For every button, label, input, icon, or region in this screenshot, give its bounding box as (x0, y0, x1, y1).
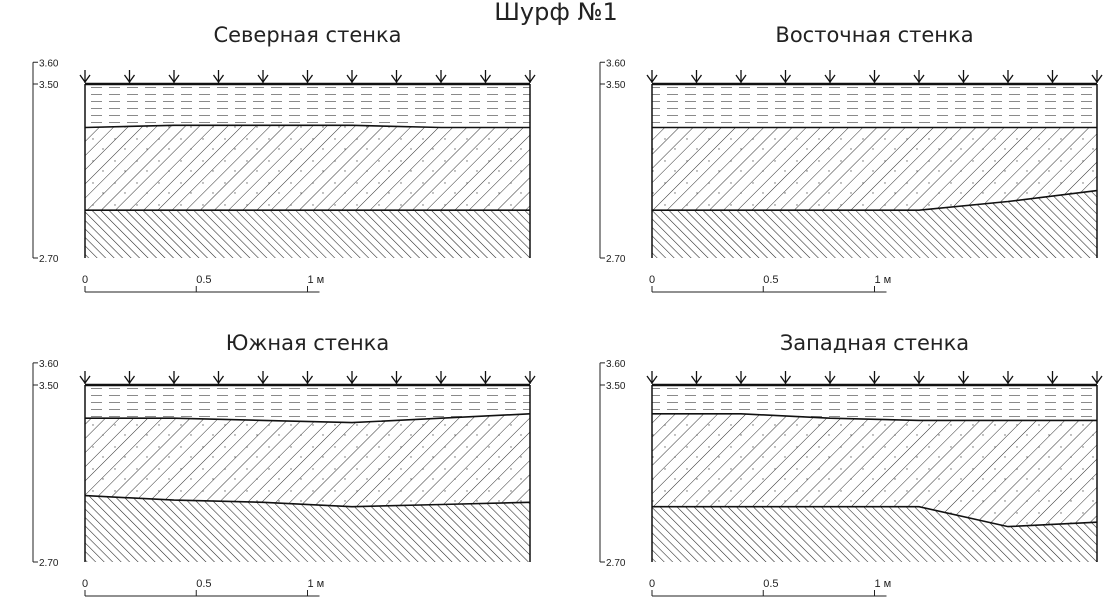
depth-label: 3.60 (39, 58, 59, 69)
surface-arrow-icon (346, 70, 358, 84)
surface-arrow-icon (646, 70, 658, 84)
layer-topsoil (85, 385, 530, 423)
boundary-line (85, 413, 531, 424)
depth-label: 2.70 (606, 254, 626, 265)
surface-arrow-icon (168, 371, 180, 385)
boundary-line (84, 494, 531, 508)
scale-label: 0 (82, 578, 88, 590)
surface-arrow-icon (1046, 70, 1059, 84)
layer-clay (85, 495, 530, 562)
layer-loam-dots (652, 127, 1097, 211)
surface-arrow-icon (957, 70, 970, 84)
wall-panel: Восточная стенка 3.60 3.50 2.70 0 0.5 1 м (599, 23, 1103, 293)
surface-arrow-icon (390, 371, 403, 385)
surface-arrow-icon (779, 70, 792, 84)
surface-arrow-icon (435, 70, 447, 84)
surface-arrow-icon (1046, 371, 1059, 385)
scale-label: 0.5 (763, 274, 778, 286)
surface-arrow-icon (1002, 70, 1014, 84)
surface-arrow-icon (957, 371, 970, 385)
surface-arrow-icon (123, 70, 136, 84)
scale-label: 1 м (308, 578, 325, 590)
depth-label: 2.70 (606, 558, 626, 569)
layer-loam-dots (85, 413, 530, 507)
layer-topsoil (652, 84, 1097, 128)
surface-arrow-icon (524, 70, 536, 84)
layer-clay (85, 210, 530, 258)
surface-arrow-icon (735, 371, 747, 385)
scale-label: 1 м (875, 274, 892, 286)
wall-panel: Южная стенка 3.60 3.50 2.70 0 0.5 1 м (32, 331, 536, 597)
depth-label: 2.70 (39, 254, 59, 265)
surface-arrow-icon (346, 371, 358, 385)
surface-arrow-icon (735, 70, 747, 84)
wall-title: Южная стенка (226, 331, 389, 355)
layer-topsoil (652, 385, 1097, 421)
scale-label: 0 (82, 274, 88, 286)
surface-arrow-icon (123, 371, 136, 385)
surface-arrow-icon (301, 70, 314, 84)
surface-arrow-icon (79, 70, 91, 84)
surface-arrow-icon (646, 371, 658, 385)
scale-label: 0.5 (196, 274, 211, 286)
scale-label: 1 м (308, 274, 325, 286)
surface-arrow-icon (257, 371, 269, 385)
layer-topsoil (85, 84, 530, 128)
wall-panel: Северная стенка 3.60 3.50 2.70 0 0.5 1 м (32, 23, 536, 293)
depth-label: 3.50 (39, 381, 59, 392)
layer-loam-dots (85, 125, 530, 211)
surface-arrow-icon (212, 70, 225, 84)
layer-loam-dots (652, 413, 1097, 527)
depth-label: 3.60 (606, 58, 626, 69)
surface-arrow-icon (79, 371, 91, 385)
surface-arrow-icon (479, 371, 492, 385)
surface-arrow-icon (524, 371, 536, 385)
surface-arrow-icon (479, 70, 492, 84)
surface-arrow-icon (824, 371, 836, 385)
boundary-line (652, 505, 1098, 528)
depth-label: 3.50 (606, 381, 626, 392)
surface-arrow-icon (690, 371, 703, 385)
surface-arrow-icon (1002, 371, 1014, 385)
boundary-line (652, 412, 1097, 422)
boundary-line (652, 189, 1098, 211)
surface-arrow-icon (913, 371, 925, 385)
surface-arrow-icon (435, 371, 447, 385)
wall-title: Восточная стенка (775, 23, 973, 47)
boundary-line (84, 124, 530, 129)
surface-arrow-icon (212, 371, 225, 385)
depth-label: 3.60 (39, 359, 59, 370)
depth-label: 3.50 (39, 80, 59, 91)
page-title: Шурф №1 (494, 0, 617, 26)
scale-label: 0 (649, 578, 655, 590)
scale-label: 0.5 (196, 578, 211, 590)
surface-arrow-icon (824, 70, 836, 84)
scale-label: 0 (649, 274, 655, 286)
surface-arrow-icon (301, 371, 314, 385)
surface-arrow-icon (779, 371, 792, 385)
surface-arrow-icon (868, 70, 881, 84)
scale-label: 0.5 (763, 578, 778, 590)
depth-label: 2.70 (39, 558, 59, 569)
surface-arrow-icon (257, 70, 269, 84)
layer-clay (652, 190, 1097, 258)
depth-label: 3.50 (606, 80, 626, 91)
surface-arrow-icon (868, 371, 881, 385)
wall-title: Западная стенка (780, 331, 969, 355)
wall-panel: Западная стенка 3.60 3.50 2.70 0 0.5 1 м (599, 331, 1103, 597)
surface-arrow-icon (1091, 371, 1103, 385)
depth-label: 3.60 (606, 359, 626, 370)
scale-label: 1 м (875, 578, 892, 590)
surface-arrow-icon (168, 70, 180, 84)
surface-arrow-icon (1091, 70, 1103, 84)
wall-title: Северная стенка (213, 23, 401, 47)
surface-arrow-icon (913, 70, 925, 84)
surface-arrow-icon (690, 70, 703, 84)
layer-clay (652, 506, 1097, 562)
surface-arrow-icon (390, 70, 403, 84)
